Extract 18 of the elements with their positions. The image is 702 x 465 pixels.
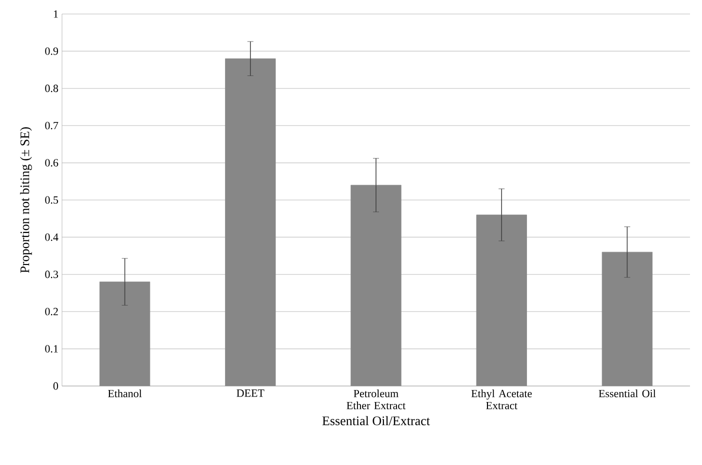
x-tick-label: Petroleum Ether Extract <box>346 390 406 410</box>
x-tick-label: Essential Oil <box>598 390 656 398</box>
y-tick-label: 0.8 <box>45 84 58 92</box>
y-tick-label: 0.1 <box>45 345 58 353</box>
y-tick-label: 0.5 <box>45 196 58 204</box>
y-tick-label: 0 <box>53 382 58 390</box>
y-tick-label: 0.4 <box>45 233 58 241</box>
x-tick-label: Ethyl Acetate Extract <box>471 390 532 410</box>
y-tick-label: 0.3 <box>45 270 58 278</box>
x-tick-label: DEET <box>236 390 264 397</box>
y-tick-label: 0.7 <box>45 122 58 130</box>
y-tick-label: 0.9 <box>45 47 58 55</box>
y-tick-label: 1 <box>54 10 58 18</box>
y-axis-title: Proportion not biting (± SE) <box>20 127 32 273</box>
x-tick-label: Ethanol <box>108 390 142 398</box>
y-tick-label: 0.6 <box>45 159 58 167</box>
y-tick-label: 0.2 <box>45 308 58 316</box>
x-axis-title: Essential Oil/Extract <box>322 416 430 426</box>
